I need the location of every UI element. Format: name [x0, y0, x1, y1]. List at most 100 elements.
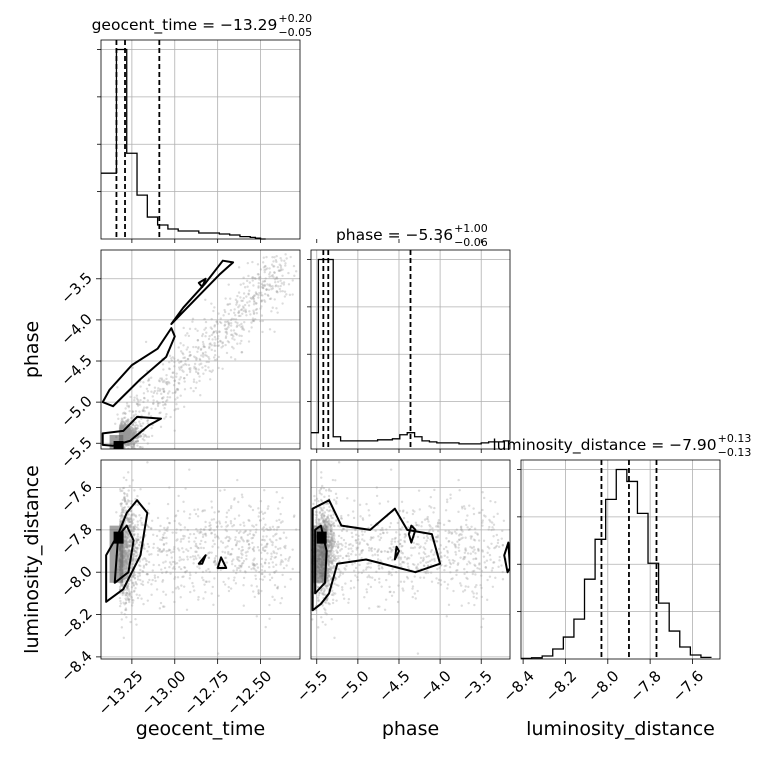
sample-point: [216, 337, 220, 340]
sample-point: [236, 300, 239, 303]
sample-point: [393, 537, 397, 540]
sample-point: [326, 538, 329, 542]
sample-point: [126, 554, 130, 558]
sample-point: [261, 294, 264, 297]
hist-panel-geocent_time: geocent_time = −13.29 +0.20−0.05: [92, 12, 312, 240]
sample-point: [328, 550, 332, 553]
sample-point: [162, 543, 166, 547]
sample-point: [162, 547, 166, 551]
sample-point: [164, 381, 167, 384]
sample-point: [331, 539, 334, 543]
sample-point: [234, 318, 238, 321]
sample-point: [254, 308, 258, 312]
sample-point: [460, 528, 463, 531]
sample-point: [126, 546, 129, 549]
sample-point: [432, 511, 435, 514]
sample-point: [332, 544, 336, 548]
sample-point: [279, 257, 282, 260]
sample-point: [446, 551, 450, 554]
sample-point: [368, 514, 371, 517]
sample-point: [369, 547, 373, 551]
sample-point: [167, 549, 170, 553]
sample-point: [126, 531, 129, 535]
sample-point: [291, 567, 294, 571]
sample-point: [187, 334, 191, 338]
sample-point: [123, 497, 127, 501]
sample-point: [123, 549, 126, 552]
sample-point: [195, 358, 198, 361]
sample-point: [328, 602, 331, 606]
sample-point: [128, 434, 131, 437]
sample-point: [208, 342, 211, 346]
sample-point: [137, 400, 140, 403]
sample-point: [472, 569, 476, 573]
sample-point: [128, 549, 131, 552]
sample-point: [378, 538, 381, 542]
sample-point: [120, 432, 123, 435]
sample-point: [140, 516, 143, 520]
sample-point: [326, 584, 330, 587]
sample-point: [134, 558, 138, 561]
sample-point: [457, 546, 460, 549]
sample-point: [186, 346, 190, 349]
sample-point: [192, 345, 195, 349]
sample-point: [479, 511, 482, 514]
sample-point: [501, 578, 505, 581]
sample-point: [127, 433, 130, 436]
sample-point: [493, 546, 496, 550]
sample-point: [198, 531, 201, 535]
sample-point: [166, 502, 170, 506]
sample-point: [251, 563, 255, 567]
sample-point: [258, 519, 262, 522]
sample-point: [130, 434, 133, 438]
hist-frame-luminosity_distance: [520, 459, 721, 660]
sample-point: [119, 426, 123, 429]
sample-point: [501, 570, 504, 574]
sample-point: [146, 550, 149, 553]
sample-point: [389, 522, 393, 525]
sample-point: [267, 294, 270, 298]
sample-point: [498, 559, 501, 562]
sample-point: [119, 431, 122, 435]
sample-point: [323, 520, 326, 524]
sample-point: [454, 543, 457, 547]
sample-point: [446, 549, 449, 553]
sample-point: [120, 421, 123, 424]
sample-point: [330, 554, 334, 558]
sample-point: [314, 518, 318, 522]
sample-point: [231, 525, 234, 528]
sample-point: [216, 340, 220, 344]
sample-point: [413, 575, 416, 578]
sample-point: [125, 591, 128, 594]
sample-point: [472, 545, 475, 549]
sample-point: [327, 554, 330, 557]
sample-point: [124, 576, 127, 580]
sample-point: [146, 406, 149, 409]
sample-point: [327, 563, 330, 566]
sample-point: [429, 550, 433, 553]
sample-point: [131, 598, 134, 602]
sample-point: [121, 432, 124, 435]
sample-point: [326, 525, 329, 529]
sample-point: [196, 546, 199, 549]
sample-point: [121, 516, 124, 519]
sample-point: [128, 484, 131, 488]
sample-point: [251, 279, 254, 282]
sample-point: [342, 538, 346, 542]
sample-point: [121, 424, 124, 428]
sample-point: [147, 379, 151, 382]
sample-point: [342, 527, 345, 531]
sample-point: [178, 565, 181, 569]
sample-point: [122, 508, 125, 512]
sample-point: [129, 429, 132, 432]
sample-point: [273, 330, 276, 333]
sample-point: [138, 410, 141, 413]
sample-point: [199, 358, 202, 362]
sample-point: [250, 297, 253, 301]
xaxis-label-geocent_time: geocent_time: [136, 718, 265, 740]
sample-point: [146, 581, 150, 584]
sample-point: [277, 269, 280, 272]
sample-point: [318, 591, 321, 594]
sample-point: [257, 549, 261, 552]
sample-point: [320, 486, 323, 490]
